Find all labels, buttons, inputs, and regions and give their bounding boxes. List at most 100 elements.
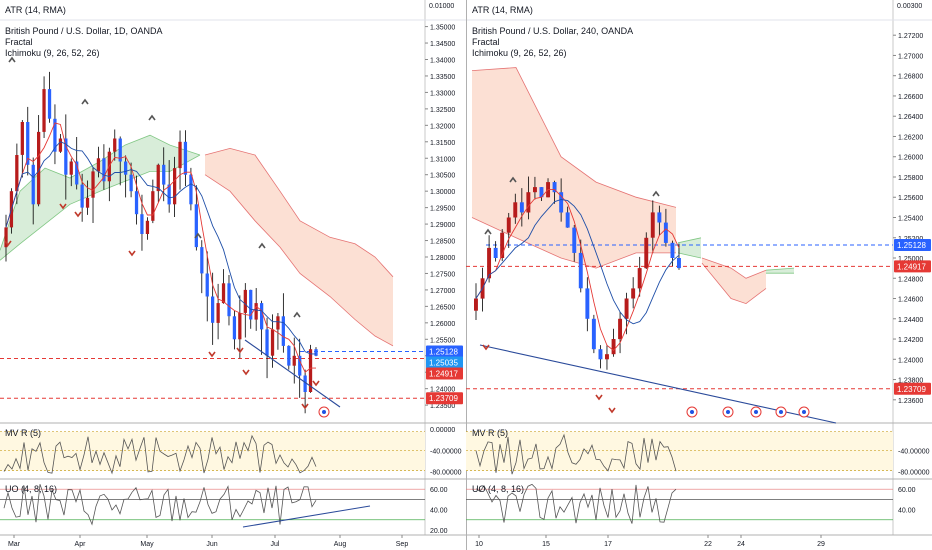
candle-body [140, 214, 144, 234]
candle-body [533, 187, 537, 193]
candle [26, 106, 30, 176]
candle [650, 200, 655, 253]
chart-title: British Pound / U.S. Dollar, 240, OANDA [472, 26, 634, 36]
candle [64, 114, 68, 200]
price-tick-label: 1.33000 [430, 90, 455, 97]
price-tick-label: 1.27500 [430, 271, 455, 278]
candle-body [663, 222, 668, 243]
candle-body [227, 283, 231, 317]
candle [85, 180, 90, 215]
candle-body [118, 138, 122, 162]
candle-body [585, 288, 590, 319]
price-tick-label: 1.26000 [430, 321, 455, 328]
price-label-text: 1.25128 [429, 348, 458, 357]
price-tick-label: 1.25400 [898, 216, 923, 223]
cloud-edge-line [204, 174, 394, 347]
uo-tick-label: 40.00 [430, 508, 448, 515]
cloud-edge-line [701, 257, 767, 279]
price-tick-label: 1.26200 [898, 134, 923, 141]
time-axis-label: Jul [271, 541, 280, 548]
ichimoku-cloud [702, 258, 766, 304]
candle [9, 188, 14, 234]
uo-label: UO (4, 8, 16) [472, 484, 525, 494]
price-tick-label: 1.33500 [430, 74, 455, 81]
candle [124, 155, 128, 198]
candle-body [506, 217, 511, 233]
atr-label: ATR (14, RMA) [5, 5, 66, 15]
candle-body [238, 313, 242, 340]
candle-body [85, 197, 90, 208]
candle-body [58, 138, 63, 152]
mvr-band [466, 431, 893, 471]
candle-body [631, 288, 636, 299]
price-tick-label: 1.30500 [430, 173, 455, 180]
candle-body [173, 168, 177, 205]
candle [500, 229, 505, 262]
candle-body [519, 202, 524, 213]
candle [260, 300, 264, 355]
candle-body [243, 289, 247, 313]
indicator-label: Fractal [472, 37, 500, 47]
price-tick-label: 1.31000 [430, 156, 455, 163]
candle [526, 176, 531, 220]
candle [47, 71, 52, 123]
cloud-edge-line [677, 237, 702, 244]
price-tick-label: 1.26400 [898, 114, 923, 121]
candle [58, 133, 63, 153]
candle-body [487, 247, 492, 279]
price-tick-label: 1.31500 [430, 140, 455, 147]
fractal-down-marker [242, 369, 250, 376]
price-tick-label: 1.30000 [430, 189, 455, 196]
trend-line [244, 339, 341, 408]
candle [276, 313, 280, 350]
cloud-edge-line [701, 262, 767, 305]
candle [631, 277, 636, 309]
uo-tick-label: 60.00 [898, 487, 916, 494]
candle [539, 187, 544, 202]
candle-body [31, 164, 35, 205]
candle [15, 143, 19, 205]
price-tick-label: 1.24400 [898, 317, 923, 324]
fractal-down-marker [482, 344, 490, 351]
candle [605, 344, 609, 370]
candle-body [513, 202, 518, 218]
candle [129, 162, 133, 198]
candle-body [292, 355, 296, 366]
candle-body [265, 329, 269, 356]
right-chart-pane[interactable]: 0.00300 1.27200 1.27000 1.26800 1.26600 1.264… [466, 0, 932, 550]
candle-body [134, 191, 139, 215]
candle-body [270, 329, 275, 356]
tenkan-line [475, 189, 680, 352]
candle [232, 310, 237, 350]
candle-body [53, 118, 57, 152]
candle [118, 136, 122, 186]
uo-trend-line [242, 505, 371, 528]
ichimoku-cloud [472, 67, 676, 269]
candle [91, 167, 95, 224]
candle [162, 147, 166, 202]
candle-body [276, 316, 280, 330]
fractal-down-marker [4, 240, 12, 247]
price-tick-label: 1.23500 [430, 403, 455, 410]
left-chart-pane[interactable]: 0.01000 1.35000 1.34500 1.34000 1.33500 1.330… [0, 0, 466, 550]
price-tick-label: 1.32000 [430, 123, 455, 130]
candle [657, 205, 662, 236]
candle-body [80, 184, 84, 208]
candle-body [650, 212, 655, 238]
candle-body [552, 182, 557, 193]
price-label [894, 382, 931, 395]
right-chart-canvas[interactable]: 0.00300 1.27200 1.27000 1.26800 1.26600 1.264… [466, 0, 932, 550]
candle-body [189, 174, 193, 205]
price-tick-label: 1.25800 [898, 175, 923, 182]
candle-body [578, 252, 583, 289]
candle [513, 193, 518, 224]
left-chart-canvas[interactable]: 0.01000 1.35000 1.34500 1.34000 1.33500 1.330… [0, 0, 466, 550]
indicator-label: Ichimoku (9, 26, 52, 26) [472, 48, 567, 58]
candle [585, 277, 590, 332]
price-tick-label: 1.29000 [430, 222, 455, 229]
cloud-edge-line [677, 252, 702, 259]
candle-body [4, 227, 8, 248]
candle-body [129, 174, 133, 192]
candle [205, 251, 209, 322]
fractal-down-marker [236, 347, 244, 354]
